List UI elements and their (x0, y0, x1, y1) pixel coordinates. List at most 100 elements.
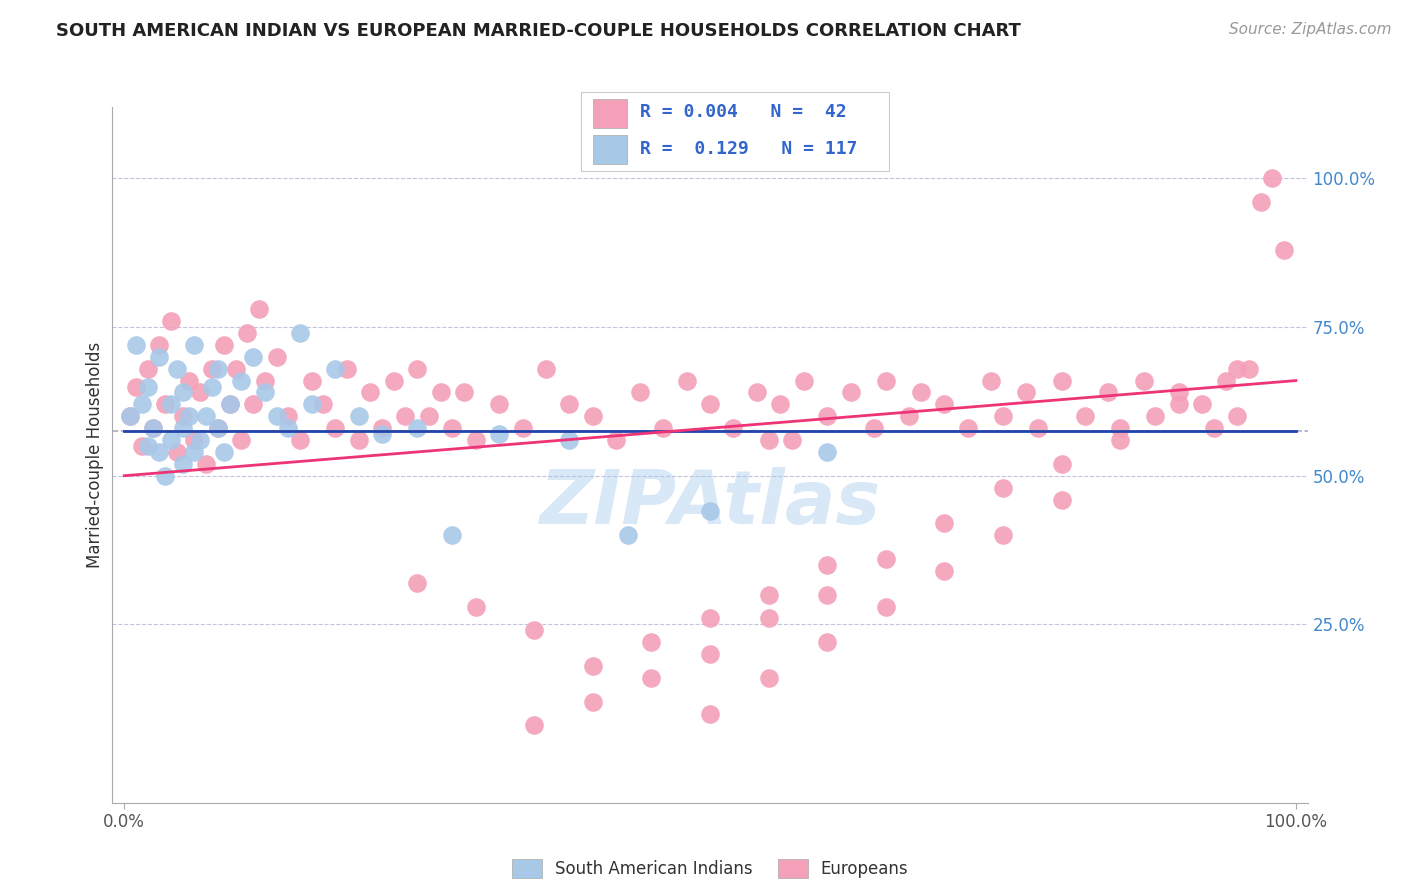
Point (247, 302, 270, 317)
Point (863, 421, 886, 435)
Point (212, 338, 235, 352)
Point (652, 421, 675, 435)
Point (183, 338, 205, 352)
Point (207, 361, 229, 376)
Point (875, 374, 897, 388)
Point (758, 671, 780, 685)
Point (301, 374, 323, 388)
Point (225, 361, 247, 376)
Point (242, 350, 264, 364)
Point (125, 338, 148, 352)
Point (441, 528, 464, 542)
Point (758, 588, 780, 602)
Point (277, 409, 299, 424)
Point (120, 409, 141, 424)
Point (1050, 457, 1073, 471)
Point (453, 385, 475, 400)
Point (1250, 195, 1272, 210)
Point (347, 433, 370, 447)
Point (464, 433, 486, 447)
Point (640, 635, 662, 649)
Point (1226, 361, 1249, 376)
Point (347, 409, 370, 424)
Point (934, 516, 956, 531)
Point (177, 374, 200, 388)
Point (406, 361, 429, 376)
Point (172, 457, 194, 471)
Point (815, 445, 838, 459)
Point (934, 564, 956, 578)
Point (166, 361, 188, 376)
Point (371, 421, 394, 435)
Point (212, 445, 235, 459)
Point (155, 468, 177, 483)
Point (780, 433, 803, 447)
Point (1109, 421, 1132, 435)
Legend: South American Indians, Europeans: South American Indians, Europeans (505, 853, 915, 885)
Point (195, 457, 218, 471)
Point (980, 374, 1002, 388)
Point (875, 552, 897, 566)
Point (1167, 397, 1189, 411)
Point (160, 397, 183, 411)
Point (172, 421, 194, 435)
Point (142, 421, 165, 435)
Point (815, 558, 838, 572)
Point (312, 397, 335, 411)
Point (201, 361, 224, 376)
Point (628, 385, 651, 400)
Point (218, 397, 240, 411)
Point (371, 427, 394, 442)
Point (288, 433, 311, 447)
Point (188, 385, 212, 400)
Point (125, 379, 148, 393)
Point (956, 421, 979, 435)
Point (815, 588, 838, 602)
Point (253, 374, 276, 388)
Text: SOUTH AMERICAN INDIAN VS EUROPEAN MARRIED-COUPLE HOUSEHOLDS CORRELATION CHART: SOUTH AMERICAN INDIAN VS EUROPEAN MARRIE… (56, 22, 1021, 40)
Point (242, 397, 264, 411)
Point (1167, 385, 1189, 400)
Point (1215, 374, 1237, 388)
Point (1109, 433, 1132, 447)
Point (131, 439, 153, 453)
Point (160, 433, 183, 447)
Point (155, 397, 177, 411)
Point (488, 397, 510, 411)
Point (558, 433, 581, 447)
Point (172, 385, 194, 400)
Point (429, 385, 451, 400)
Point (406, 421, 429, 435)
Point (582, 659, 605, 673)
Point (1191, 397, 1213, 411)
Point (160, 314, 183, 328)
Text: ZIPAtlas: ZIPAtlas (540, 467, 880, 541)
Point (441, 421, 464, 435)
Point (120, 409, 141, 424)
Point (512, 421, 534, 435)
Point (1074, 409, 1097, 424)
Point (640, 671, 662, 685)
Text: R = 0.004   N =  42: R = 0.004 N = 42 (640, 103, 846, 121)
Point (148, 350, 170, 364)
Point (136, 379, 159, 393)
Point (617, 528, 640, 542)
Point (183, 445, 205, 459)
Point (991, 481, 1014, 495)
Point (382, 374, 405, 388)
Point (488, 427, 510, 442)
Point (875, 599, 897, 614)
Point (699, 647, 721, 661)
Point (136, 361, 159, 376)
Point (991, 409, 1014, 424)
Point (207, 421, 229, 435)
Point (323, 361, 346, 376)
Point (142, 421, 165, 435)
Point (172, 409, 194, 424)
Point (793, 374, 815, 388)
Point (166, 445, 188, 459)
Point (1050, 492, 1073, 507)
Point (523, 718, 546, 732)
Point (183, 433, 205, 447)
Point (266, 350, 288, 364)
